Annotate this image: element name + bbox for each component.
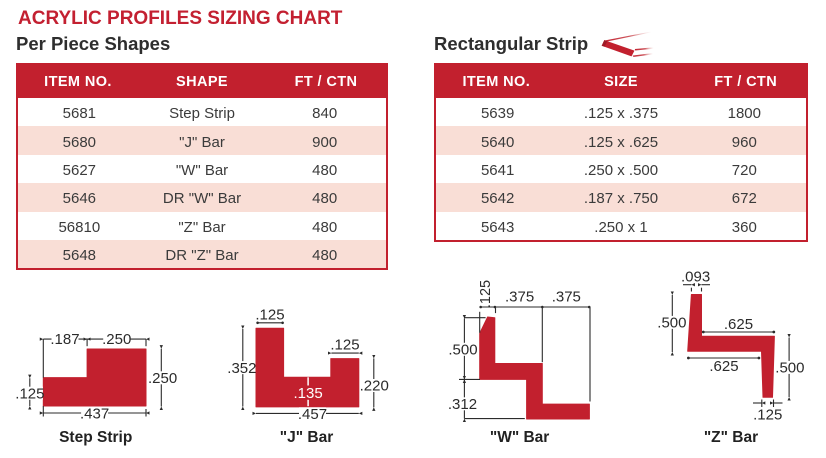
svg-text:.125: .125: [255, 307, 284, 324]
svg-text:"W" Bar: "W" Bar: [490, 429, 549, 446]
svg-text:.625: .625: [724, 316, 753, 333]
svg-text:.375: .375: [552, 288, 581, 305]
svg-text:.500: .500: [775, 360, 804, 377]
svg-text:.500: .500: [657, 315, 686, 332]
svg-text:.457: .457: [298, 406, 327, 423]
svg-text:.437: .437: [80, 406, 109, 423]
svg-text:.312: .312: [448, 396, 477, 413]
svg-text:.093: .093: [681, 268, 710, 285]
svg-text:.625: .625: [709, 358, 738, 375]
svg-text:"Z" Bar: "Z" Bar: [704, 429, 758, 446]
svg-text:.135: .135: [293, 385, 322, 402]
svg-text:.220: .220: [360, 378, 389, 395]
svg-text:Step Strip: Step Strip: [59, 429, 132, 446]
svg-text:"J" Bar: "J" Bar: [280, 429, 333, 446]
svg-text:.352: .352: [227, 360, 256, 377]
svg-text:.125: .125: [330, 337, 359, 354]
svg-text:.250: .250: [148, 370, 177, 387]
svg-text:.375: .375: [505, 288, 534, 305]
svg-text:.187: .187: [50, 331, 79, 348]
svg-text:.125: .125: [15, 385, 44, 402]
svg-text:.125: .125: [753, 407, 782, 424]
svg-text:.125: .125: [478, 280, 494, 308]
svg-text:.500: .500: [448, 342, 477, 359]
svg-text:.250: .250: [102, 331, 131, 348]
